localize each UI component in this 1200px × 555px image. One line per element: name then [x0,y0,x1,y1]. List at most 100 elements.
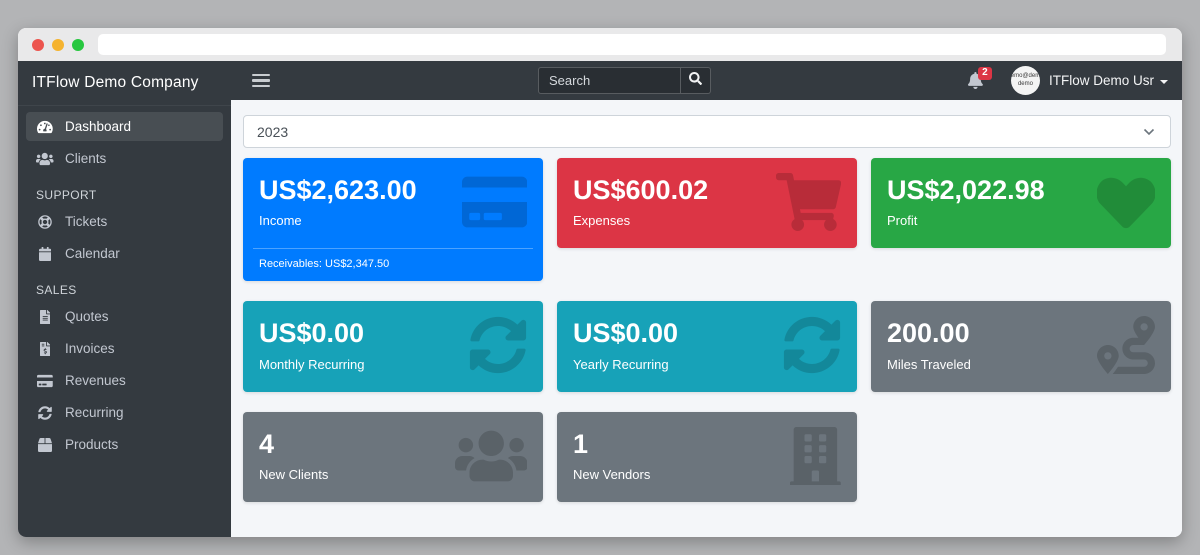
users-icon [454,427,527,485]
stat-label: New Vendors [573,467,651,483]
top-navbar: 2 demo@demo demo ITFlow Demo Usr [231,61,1182,100]
sidebar-item-label: Recurring [65,405,124,420]
sidebar-item-clients[interactable]: Clients [26,144,223,173]
stat-card-footer: Receivables: US$2,347.50 [259,258,390,271]
app-root: ITFlow Demo Company Dashboard Clients SUPP… [18,61,1182,537]
building-icon [790,426,841,485]
sidebar-item-products[interactable]: Products [26,430,223,459]
stat-card-monthly-recurring[interactable]: US$0.00 Monthly Recurring [243,301,543,392]
search-input[interactable] [538,67,680,94]
sidebar-item-label: Calendar [65,246,120,261]
hamburger-menu-icon[interactable] [252,73,270,88]
stat-value: US$0.00 [259,318,365,349]
sidebar-item-revenues[interactable]: Revenues [26,366,223,395]
stat-card-income[interactable]: US$2,623.00 Income Receivables: US$2,347.5… [243,158,543,282]
brand-title: ITFlow Demo Company [18,61,231,106]
sidebar-item-invoices[interactable]: Invoices [26,334,223,363]
stat-card-body: 1 New Vendors [557,412,857,502]
stat-card-new-clients[interactable]: 4 New Clients [243,411,543,503]
sync-icon [783,316,841,374]
stat-value: US$600.02 [573,175,709,205]
stat-value: 200.00 [887,318,970,349]
stat-label: Miles Traveled [887,356,971,372]
year-select[interactable]: 2023 [243,115,1171,148]
stat-card-body: US$600.02 Expenses [557,158,857,248]
stat-card-body: 4 New Clients [243,412,543,502]
chevron-down-icon [1160,79,1168,84]
stat-value: US$2,022.98 [887,175,1045,205]
sidebar-item-calendar[interactable]: Calendar [26,239,223,268]
avatar-text-line2: demo [1017,80,1033,87]
stat-label: Income [259,213,302,229]
close-window-button[interactable] [32,38,44,51]
tachometer-icon [35,120,55,134]
sidebar-item-dashboard[interactable]: Dashboard [26,112,223,141]
maximize-window-button[interactable] [72,38,84,51]
sidebar-menu: Dashboard Clients SUPPORT Tickets Calendar SA… [18,106,231,468]
sidebar-section-sales: SALES [36,283,77,297]
stat-card-body: US$0.00 Yearly Recurring [557,301,857,391]
stat-card-body: 200.00 Miles Traveled [871,301,1171,391]
sidebar-item-recurring[interactable]: Recurring [26,398,223,427]
sidebar-item-label: Invoices [65,341,115,356]
sidebar-item-label: Tickets [65,214,108,229]
stat-card-expenses[interactable]: US$600.02 Expenses [557,158,857,249]
life-ring-icon [35,214,55,229]
stat-value: US$2,623.00 [259,175,417,205]
user-menu[interactable]: ITFlow Demo Usr [1049,73,1168,88]
user-name-label: ITFlow Demo Usr [1048,73,1154,88]
stat-card-body: US$0.00 Monthly Recurring [243,301,543,391]
search-button[interactable] [680,67,711,94]
notifications-button[interactable]: 2 [968,67,992,89]
search-icon [689,71,702,90]
file-alt-icon [35,309,55,324]
box-icon [35,437,55,452]
heart-icon [1097,173,1155,231]
chevron-down-icon [1143,128,1155,135]
stat-card-yearly-recurring[interactable]: US$0.00 Yearly Recurring [557,301,857,392]
stat-value: US$0.00 [573,318,679,349]
dashboard-content: 2023 US$2,623.00 Income Receivables: US$2,… [231,100,1182,537]
credit-card-icon [35,374,55,388]
sidebar-item-label: Quotes [65,309,109,324]
sidebar: ITFlow Demo Company Dashboard Clients SUPP… [18,61,231,537]
sidebar-section-support: SUPPORT [36,188,97,202]
stat-label: New Clients [259,467,329,483]
notification-badge: 2 [978,67,992,80]
stat-card-divider [253,248,533,250]
browser-chrome [18,28,1182,61]
shopping-cart-icon [775,173,841,231]
minimize-window-button[interactable] [52,38,64,51]
stat-card-body: US$2,022.98 Profit [871,158,1171,248]
main-column: 2 demo@demo demo ITFlow Demo Usr 2023 [231,61,1182,537]
calendar-icon [35,246,55,261]
sync-icon [469,316,527,374]
sidebar-item-tickets[interactable]: Tickets [26,207,223,236]
users-icon [35,152,55,166]
traffic-lights [32,38,84,51]
address-bar[interactable] [98,34,1166,55]
stat-card-profit[interactable]: US$2,022.98 Profit [871,158,1171,249]
year-select-value: 2023 [257,123,289,140]
sidebar-item-label: Dashboard [65,119,132,134]
stat-card-new-vendors[interactable]: 1 New Vendors [557,411,857,503]
sidebar-item-label: Revenues [65,373,126,388]
stat-cards-grid: US$2,623.00 Income Receivables: US$2,347.5… [243,158,1171,503]
stat-label: Yearly Recurring [573,356,669,372]
navbar-search [538,67,711,94]
sidebar-item-label: Products [65,437,119,452]
avatar[interactable]: demo@demo demo [1010,66,1040,95]
stat-value: 4 [259,428,275,459]
browser-window: ITFlow Demo Company Dashboard Clients SUPP… [18,28,1182,537]
file-invoice-dollar-icon [35,341,55,356]
credit-card-icon [461,173,527,231]
stat-label: Monthly Recurring [259,356,365,372]
stat-label: Expenses [573,213,631,229]
sidebar-item-label: Clients [65,151,107,166]
avatar-text-line1: demo@demo [1010,72,1040,79]
sidebar-item-quotes[interactable]: Quotes [26,302,223,331]
route-icon [1097,316,1155,375]
sync-icon [35,405,55,420]
stat-card-miles-traveled[interactable]: 200.00 Miles Traveled [871,301,1171,392]
navbar-right: 2 demo@demo demo ITFlow Demo Usr [968,66,1168,95]
